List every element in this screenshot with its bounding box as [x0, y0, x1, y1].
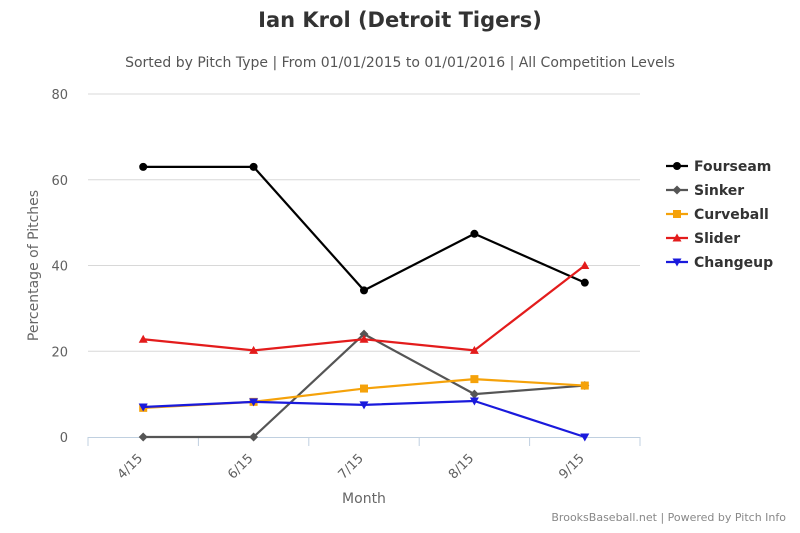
y-tick-label: 20: [51, 345, 68, 360]
x-tick-label: 7/15: [336, 451, 367, 482]
credit-text: BrooksBaseball.net | Powered by Pitch In…: [551, 511, 786, 524]
legend-item-slider: Slider: [666, 231, 740, 247]
data-point-curveball: [360, 384, 368, 393]
series-line-fourseam: [143, 165, 586, 292]
data-point-sinker: [359, 329, 369, 339]
legend-item-changeup: Changeup: [666, 255, 773, 271]
legend-swatch-marker: [672, 185, 682, 195]
data-point-changeup: [249, 398, 259, 407]
data-point-sinker: [249, 432, 259, 442]
y-axis-title: Percentage of Pitches: [26, 190, 42, 341]
data-point-slider: [359, 334, 369, 343]
y-tick-label: 60: [51, 174, 68, 189]
x-tick-label: 4/15: [115, 451, 146, 482]
data-point-changeup: [138, 403, 148, 412]
legend-item-curveball: Curveball: [666, 207, 769, 223]
x-axis-title: Month: [342, 491, 386, 507]
chart-title: Ian Krol (Detroit Tigers): [258, 8, 542, 32]
data-point-fourseam: [470, 229, 479, 238]
data-point-slider: [249, 345, 259, 354]
y-tick-label: 40: [51, 260, 68, 275]
data-point-changeup: [359, 401, 369, 410]
legend-swatch-marker: [673, 210, 681, 218]
legend-label: Fourseam: [694, 159, 771, 175]
data-point-slider: [469, 345, 479, 354]
data-point-changeup: [580, 433, 590, 442]
legend-label: Sinker: [694, 183, 744, 199]
data-point-fourseam: [249, 162, 258, 171]
data-point-sinker: [138, 432, 148, 442]
data-point-changeup: [469, 397, 479, 406]
x-tick-label: 9/15: [556, 451, 587, 482]
legend-swatch-marker: [672, 233, 682, 242]
chart-subtitle: Sorted by Pitch Type | From 01/01/2015 t…: [125, 55, 675, 71]
legend-label: Slider: [694, 231, 740, 247]
legend-item-sinker: Sinker: [666, 183, 744, 199]
data-point-slider: [580, 261, 590, 269]
legend-item-fourseam: Fourseam: [666, 159, 771, 175]
y-tick-label: 80: [51, 88, 68, 103]
series-slider: [138, 261, 590, 354]
legend-swatch-marker: [673, 162, 681, 170]
data-point-fourseam: [580, 278, 589, 287]
data-point-sinker: [469, 389, 479, 399]
data-point-fourseam: [139, 162, 148, 171]
data-point-fourseam: [360, 286, 368, 295]
x-tick-label: 6/15: [225, 451, 256, 482]
data-point-slider: [138, 334, 148, 343]
data-point-curveball: [470, 375, 479, 384]
y-tick-label: 0: [60, 431, 68, 446]
legend-label: Changeup: [694, 255, 773, 271]
data-point-curveball: [580, 381, 589, 390]
series-fourseam: [139, 162, 589, 295]
x-tick-label: 8/15: [446, 451, 477, 482]
legend-swatch-marker: [672, 258, 682, 267]
legend-label: Curveball: [694, 207, 769, 223]
series-changeup: [138, 397, 590, 442]
